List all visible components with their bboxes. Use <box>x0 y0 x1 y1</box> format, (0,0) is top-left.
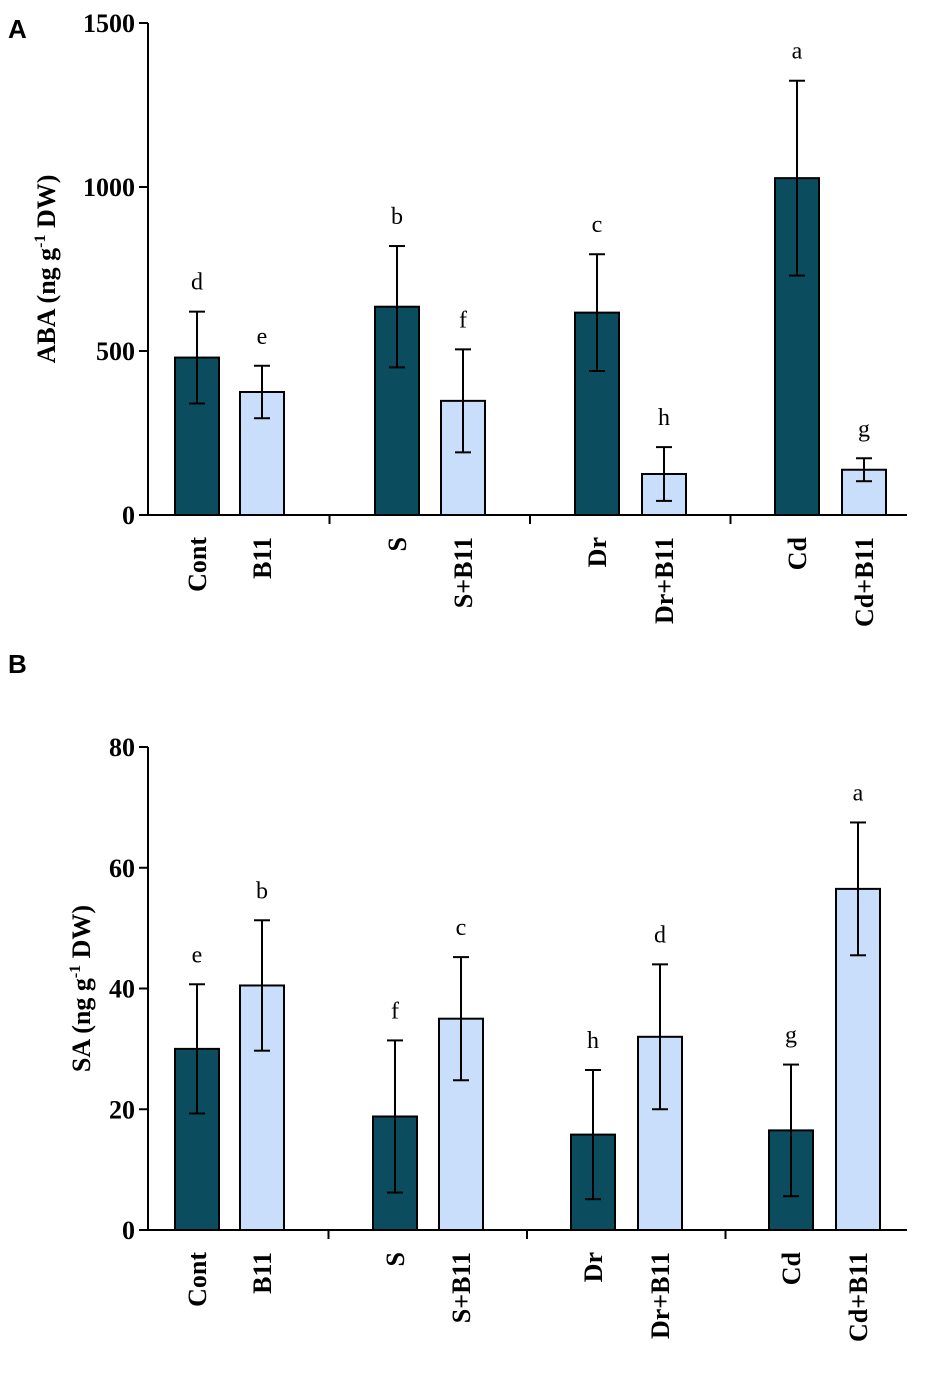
y-tick-label: 1500 <box>83 9 135 38</box>
significance-letter: f <box>391 998 399 1024</box>
y-tick-label: 0 <box>122 501 135 530</box>
x-category-label: Dr+B11 <box>650 537 679 624</box>
x-category-label: Dr <box>583 537 612 567</box>
y-axis-title: SA (ng g-1 DW) <box>67 905 96 1072</box>
x-category-label: Cd <box>777 1251 806 1285</box>
significance-letter: b <box>391 204 403 230</box>
panel-letter: B <box>8 649 27 679</box>
x-category-label: Cd+B11 <box>844 1252 873 1342</box>
significance-letter: g <box>858 416 870 442</box>
x-category-label: Dr <box>579 1252 608 1282</box>
x-category-label: S <box>381 1252 410 1266</box>
significance-letter: c <box>592 212 603 238</box>
significance-letter: e <box>192 942 203 968</box>
y-tick-label: 1000 <box>83 173 135 202</box>
y-tick-label: 40 <box>109 975 135 1004</box>
y-tick-label: 60 <box>109 854 135 883</box>
y-axis-title: ABA (ng g-1 DW) <box>32 175 61 364</box>
panel-letter: A <box>8 14 27 44</box>
chart-panel-a: A 0 500 1000 1500 ABA (ng g-1 DW) d Cont e B11 b Sf… <box>8 9 907 627</box>
significance-letter: f <box>459 307 467 333</box>
significance-letter: h <box>587 1028 599 1054</box>
significance-letter: h <box>658 405 670 431</box>
x-category-label: Cd <box>783 536 812 570</box>
significance-letter: b <box>256 878 268 904</box>
x-category-label: Dr+B11 <box>646 1252 675 1339</box>
significance-letter: e <box>257 324 268 350</box>
x-category-label: B11 <box>248 1252 277 1294</box>
significance-letter: a <box>853 780 864 806</box>
y-tick-label: 80 <box>109 733 135 762</box>
x-category-label: S+B11 <box>449 537 478 608</box>
chart-panel-b: B 0 20 40 60 80 SA (ng g-1 DW) e Cont b B11 f Sc S+B1… <box>8 649 907 1342</box>
x-category-label: S <box>383 537 412 551</box>
x-category-label: Cd+B11 <box>850 537 879 627</box>
x-category-label: B11 <box>248 537 277 579</box>
x-category-label: Cont <box>183 537 212 592</box>
y-tick-label: 20 <box>109 1095 135 1124</box>
significance-letter: g <box>785 1023 797 1049</box>
significance-letter: c <box>456 915 467 941</box>
y-tick-label: 0 <box>122 1216 135 1245</box>
significance-letter: a <box>792 39 803 65</box>
x-category-label: S+B11 <box>447 1252 476 1323</box>
x-category-label: Cont <box>183 1252 212 1307</box>
significance-letter: d <box>191 270 203 296</box>
y-tick-label: 500 <box>96 337 135 366</box>
significance-letter: d <box>654 922 666 948</box>
